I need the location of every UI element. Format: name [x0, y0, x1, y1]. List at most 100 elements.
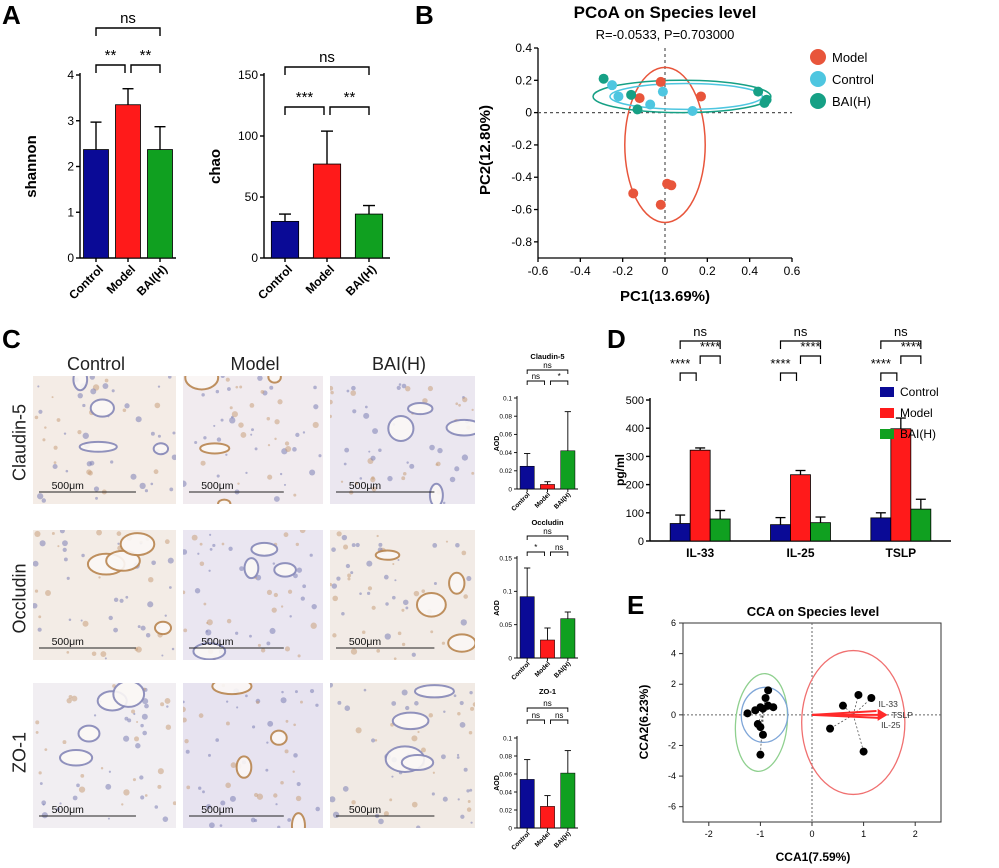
cell-nucleus — [354, 481, 359, 486]
significance-bracket — [679, 372, 697, 381]
cell-nucleus — [134, 736, 140, 742]
cell-nucleus — [37, 493, 44, 500]
cell-nucleus — [206, 804, 212, 810]
cell-nucleus — [57, 545, 60, 548]
legend-label: Model — [832, 50, 868, 65]
y-tick-label: 300 — [626, 451, 644, 463]
data-point — [662, 178, 673, 189]
cell-nucleus — [315, 806, 320, 812]
scale-bar-label: 500μm — [52, 480, 85, 492]
scale-bar-label: 500μm — [201, 636, 234, 648]
cell-nucleus — [443, 710, 446, 713]
histology-row-occludin: Occludin — [9, 563, 30, 634]
significance-bracket — [779, 340, 822, 349]
cell-nucleus — [284, 646, 291, 652]
cell-nucleus — [132, 778, 136, 782]
airway-lumen — [217, 498, 232, 504]
vector-arrow — [811, 713, 880, 719]
cell-nucleus — [350, 571, 354, 575]
significance-label: **** — [670, 356, 690, 371]
cell-nucleus — [41, 498, 47, 503]
x-tick-label: 2 — [913, 829, 918, 839]
cell-nucleus — [285, 445, 292, 452]
cell-nucleus — [208, 569, 211, 572]
significance-bracket — [526, 535, 569, 540]
cell-nucleus — [197, 552, 200, 555]
x-tick-label: Control — [255, 262, 295, 302]
histology-texture: 500μm — [34, 376, 176, 503]
cell-nucleus — [409, 463, 415, 469]
cell-nucleus — [440, 754, 446, 760]
y-tick-label: 0.15 — [499, 555, 512, 562]
y-tick-label: 0.1 — [503, 395, 512, 402]
cell-nucleus — [332, 811, 340, 819]
y-tick-label: 0 — [67, 251, 74, 265]
cell-nucleus — [331, 547, 336, 552]
cell-nucleus — [44, 426, 47, 429]
y-tick-label: 50 — [245, 190, 259, 204]
cell-nucleus — [229, 406, 233, 410]
significance-bracket — [679, 340, 721, 349]
cell-nucleus — [91, 651, 97, 657]
cell-nucleus — [77, 392, 83, 399]
cytokine-bar-chart: 0100200300400500pg/mlIL-33********nsIL-2… — [613, 324, 951, 560]
y-tick-label: 6 — [671, 618, 676, 628]
cell-nucleus — [206, 638, 210, 642]
cell-nucleus — [140, 625, 146, 631]
cell-nucleus — [34, 589, 39, 593]
cell-nucleus — [183, 706, 186, 713]
legend-swatch — [880, 429, 894, 439]
airway-lumen — [235, 755, 253, 779]
cell-nucleus — [209, 533, 212, 536]
cell-nucleus — [254, 447, 258, 451]
data-point — [756, 750, 765, 759]
data-point — [867, 694, 876, 703]
significance-bracket — [550, 719, 569, 724]
cell-nucleus — [183, 590, 186, 595]
cell-nucleus — [66, 697, 72, 704]
y-tick-label: 0 — [638, 536, 644, 548]
cell-nucleus — [266, 416, 271, 421]
data-point — [607, 80, 618, 91]
cell-nucleus — [269, 385, 274, 390]
y-tick-label: 3 — [67, 114, 74, 128]
cell-nucleus — [157, 385, 161, 388]
cell-nucleus — [239, 385, 243, 389]
y-tick-label: 0.08 — [499, 753, 512, 760]
cell-nucleus — [164, 698, 171, 704]
cell-nucleus — [401, 383, 407, 389]
significance-bracket — [550, 551, 569, 556]
y-tick-label: 0.06 — [499, 771, 512, 778]
cell-nucleus — [385, 602, 389, 606]
y-tick-label: 0.1 — [503, 735, 512, 742]
cell-nucleus — [165, 724, 172, 730]
legend-marker — [810, 49, 826, 65]
cell-nucleus — [432, 543, 438, 548]
cell-nucleus — [267, 720, 274, 727]
cell-nucleus — [391, 595, 396, 600]
histology-texture: 500μm — [330, 531, 475, 660]
cell-nucleus — [337, 700, 342, 705]
cell-nucleus — [471, 471, 475, 475]
cell-nucleus — [435, 463, 439, 466]
cell-nucleus — [63, 557, 68, 562]
cell-nucleus — [133, 712, 136, 716]
cell-nucleus — [150, 431, 155, 436]
cell-nucleus — [430, 630, 434, 634]
cell-nucleus — [292, 447, 297, 452]
cell-nucleus — [208, 822, 215, 828]
significance-label: ns — [319, 49, 335, 66]
vector-label: TSLP — [892, 710, 914, 720]
cell-nucleus — [89, 376, 95, 380]
cell-nucleus — [398, 383, 402, 386]
cell-nucleus — [383, 811, 389, 817]
cell-nucleus — [154, 402, 161, 409]
significance-label: ns — [532, 711, 540, 720]
bar-model-il25 — [790, 474, 811, 542]
y-tick-label: 0 — [525, 106, 532, 120]
cell-nucleus — [35, 720, 40, 725]
significance-bracket — [779, 372, 798, 381]
x-tick-label: Model — [534, 660, 552, 678]
histology-image-zo1-control: 500μm — [33, 683, 176, 828]
scale-bar-label: 500μm — [52, 636, 85, 648]
